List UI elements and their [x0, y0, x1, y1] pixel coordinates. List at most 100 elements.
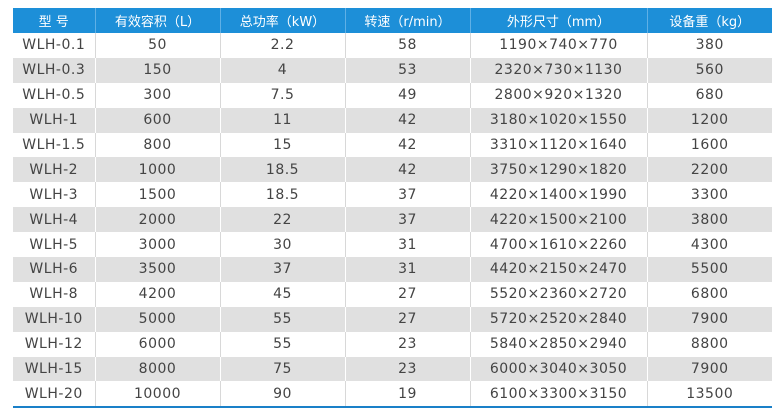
- table-row: WLH-2 1000 18.5 42 3750×1290×1820 2200: [13, 157, 772, 183]
- column-header: 有效容积（L）: [94, 8, 220, 33]
- table-row: WLH-1.5 800 15 42 3310×1120×1640 1600: [13, 132, 772, 158]
- table-cell: 6800: [646, 281, 772, 307]
- table-cell: 4700×1610×2260: [469, 232, 647, 258]
- table-cell: WLH-0.3: [13, 57, 95, 83]
- header-row: 型 号有效容积（L） 总功率（kW） 转速（r/min） 外形尺寸（mm） 设备重（kg…: [13, 8, 772, 33]
- table-cell: 1500: [94, 182, 220, 208]
- table-cell: WLH-2: [13, 157, 95, 183]
- table-cell: 90: [219, 381, 345, 408]
- column-header: 总功率（kW）: [219, 8, 345, 33]
- column-header: 型 号: [13, 8, 95, 33]
- table-cell: 4200: [94, 281, 220, 307]
- table-cell: 5500: [646, 257, 772, 282]
- table-row: WLH-20 10000 90 19 6100×3300×3150 13500: [13, 381, 772, 408]
- table-row: WLH-0.5 300 7.5 49 2800×920×1320 680: [13, 82, 772, 108]
- table-cell: 4220×1500×2100: [469, 207, 647, 233]
- table-cell: WLH-10: [13, 306, 95, 332]
- table-cell: 53: [344, 57, 470, 83]
- table-cell: 3800: [646, 207, 772, 233]
- table-cell: 55: [219, 306, 345, 332]
- table-cell: 37: [344, 182, 470, 208]
- table-cell: 3500: [94, 257, 220, 282]
- table-cell: 55: [219, 331, 345, 357]
- table-cell: WLH-1: [13, 107, 95, 133]
- table-cell: WLH-8: [29, 286, 79, 303]
- table-row: WLH-10 5000 55 27 5720×2520×2840 7900: [13, 306, 772, 332]
- table-cell: 2.2: [219, 33, 345, 58]
- table-cell: 4420×2150×2470: [469, 257, 647, 282]
- table-cell: 6000: [94, 331, 220, 357]
- table-row: WLH-1 600 11 42 3180×1020×1550 1200: [13, 107, 772, 133]
- table-cell: 42: [344, 157, 470, 183]
- table-cell: 3000: [94, 232, 220, 258]
- table-cell: 45: [219, 281, 345, 307]
- table-cell: 13500: [646, 381, 772, 408]
- table-cell: WLH-1.5: [22, 137, 86, 153]
- table-cell: 5520×2360×2720: [469, 281, 647, 307]
- table-cell: 50: [94, 33, 220, 58]
- table-cell: 1000: [94, 157, 220, 183]
- table-cell: 11: [219, 107, 345, 133]
- table-cell: 7900: [646, 356, 772, 382]
- table-cell: 30: [219, 232, 345, 258]
- spec-table: 型 号有效容积（L） 总功率（kW） 转速（r/min） 外形尺寸（mm） 设备重（kg…: [13, 8, 772, 409]
- table-cell: 23: [344, 356, 470, 382]
- table-cell: WLH-20: [24, 385, 83, 402]
- table-cell: 5840×2850×2940: [469, 331, 647, 357]
- table-cell: 2320×730×1130: [469, 57, 647, 83]
- table-cell: WLH-0.5: [22, 87, 86, 104]
- table-cell: 7900: [646, 306, 772, 332]
- table-cell: 6000×3040×3050: [469, 356, 647, 382]
- table-cell: 5720×2520×2840: [469, 306, 647, 332]
- table-cell: 2200: [646, 157, 772, 183]
- table-cell: WLH-6: [13, 257, 95, 282]
- table-cell: 31: [344, 257, 470, 282]
- table-row: WLH-0.3 150 4 53 2320×730×1130 560: [13, 57, 772, 83]
- table-cell: 75: [219, 356, 345, 382]
- table-cell: 27: [344, 306, 470, 332]
- table-cell: 58: [344, 33, 470, 58]
- table-cell: 10000: [94, 381, 220, 408]
- table-cell: 4: [219, 57, 345, 83]
- table-cell: 42: [344, 132, 470, 158]
- table-cell: 150: [94, 57, 220, 83]
- table-cell: WLH-3: [29, 186, 79, 203]
- table-cell: 27: [344, 281, 470, 307]
- table-cell: 3300: [646, 182, 772, 208]
- table-cell: 8800: [646, 331, 772, 357]
- table-row: WLH-5 3000 30 31 4700×1610×2260 4300: [13, 232, 772, 258]
- table-cell: 800: [94, 132, 220, 158]
- table-cell: 1600: [646, 132, 772, 158]
- column-header: 转速（r/min）: [344, 8, 470, 33]
- table-cell: 37: [344, 207, 470, 233]
- table-cell: 2800×920×1320: [469, 82, 647, 108]
- table-cell: 600: [94, 107, 220, 133]
- table-cell: 23: [344, 331, 470, 357]
- table-cell: 6100×3300×3150: [469, 381, 647, 408]
- table-cell: WLH-5: [29, 236, 79, 253]
- table-cell: 380: [646, 33, 772, 58]
- table-cell: 3180×1020×1550: [469, 107, 647, 133]
- column-header: 设备重（kg）: [646, 8, 772, 33]
- table-cell: 1200: [646, 107, 772, 133]
- table-cell: 31: [344, 232, 470, 258]
- table-cell: 4220×1400×1990: [469, 182, 647, 208]
- table-cell: WLH-12: [24, 336, 83, 353]
- table-cell: 15: [219, 132, 345, 158]
- table-cell: 4300: [646, 232, 772, 258]
- table-row: WLH-8 4200 45 27 5520×2360×2720 6800: [13, 281, 772, 307]
- table-row: WLH-3 1500 18.5 37 4220×1400×1990 3300: [13, 182, 772, 208]
- table-cell: 18.5: [219, 157, 345, 183]
- table-row: WLH-4 2000 22 37 4220×1500×2100 3800: [13, 207, 772, 233]
- table-cell: 18.5: [219, 182, 345, 208]
- table-cell: WLH-0.1: [22, 37, 86, 54]
- table-cell: 2000: [94, 207, 220, 233]
- table-cell: 3750×1290×1820: [469, 157, 647, 183]
- table-row: WLH-15 8000 75 23 6000×3040×3050 7900: [13, 356, 772, 382]
- column-header: 外形尺寸（mm）: [469, 8, 647, 33]
- table-cell: 22: [219, 207, 345, 233]
- table-cell: 560: [646, 57, 772, 83]
- table-row: WLH-12 6000 55 23 5840×2850×2940 8800: [13, 331, 772, 357]
- table-cell: WLH-4: [13, 207, 95, 233]
- table-row: WLH-6 3500 37 31 4420×2150×2470 5500: [13, 257, 772, 282]
